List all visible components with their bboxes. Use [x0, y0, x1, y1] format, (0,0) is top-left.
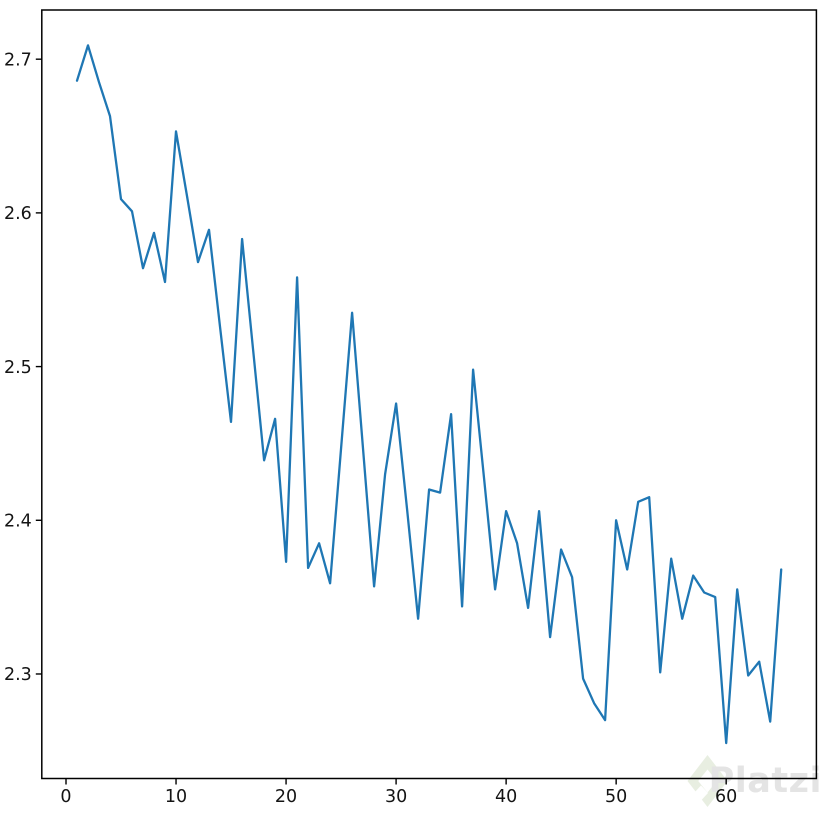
x-tick-label: 40: [495, 787, 517, 807]
watermark: Platzi: [687, 755, 822, 807]
x-tick-label: 10: [165, 787, 187, 807]
x-tick-label: 50: [605, 787, 627, 807]
platzi-logo-notch: [694, 785, 708, 801]
x-tick-label: 30: [385, 787, 407, 807]
y-axis: 2.3 2.4 2.5 2.6 2.7: [4, 50, 42, 685]
loss-curve-line: [75, 44, 783, 745]
y-tick-label: 2.4: [4, 511, 32, 531]
data-series: [75, 44, 783, 745]
x-axis: 0 10 20 30 40 50 60: [60, 778, 737, 807]
watermark-text: Platzi: [709, 761, 822, 801]
axes-border: [41, 9, 818, 780]
x-tick-label: 0: [60, 787, 71, 807]
y-tick-label: 2.3: [4, 665, 32, 685]
x-tick-label: 20: [275, 787, 297, 807]
y-tick-label: 2.6: [4, 204, 32, 224]
y-tick-label: 2.7: [4, 50, 32, 70]
x-tick-label: 60: [715, 787, 737, 807]
y-tick-label: 2.5: [4, 358, 32, 378]
